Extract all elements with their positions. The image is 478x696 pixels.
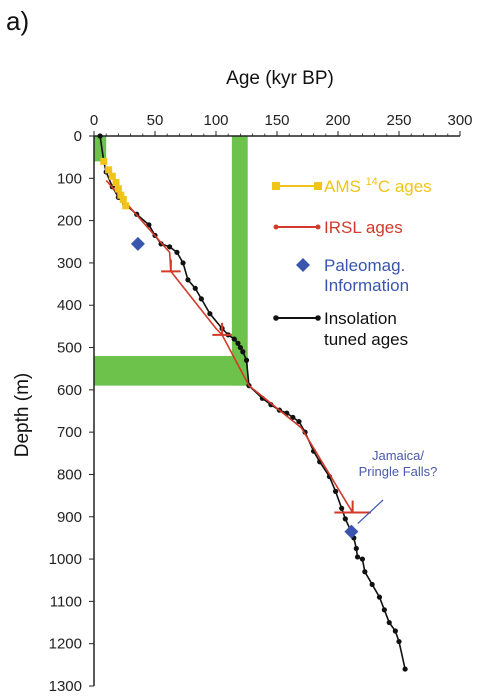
y-tick-label-9: 900 <box>57 509 82 526</box>
legend-irsl-marker-left <box>273 224 279 230</box>
ams-point-5 <box>117 191 125 199</box>
x-tick-label-1: 50 <box>147 112 164 129</box>
insolation-point-22 <box>240 349 246 355</box>
highlight-bands <box>94 136 248 386</box>
insolation-point-19 <box>231 336 237 342</box>
ams-point-3 <box>112 179 120 187</box>
y-tick-label-0: 0 <box>74 128 82 145</box>
legend-irsl-marker-right <box>315 224 321 230</box>
insolation-line <box>99 135 406 670</box>
insolation-point-30 <box>296 418 302 425</box>
y-tick-label-3: 300 <box>57 255 82 272</box>
ams-point-4 <box>114 185 122 193</box>
legend-ams-marker-left <box>272 182 280 190</box>
insolation-point-14 <box>192 285 198 291</box>
legend-insolation-marker-right <box>315 315 321 321</box>
panel-label: a) <box>6 6 29 36</box>
insolation-point-23 <box>243 357 250 363</box>
insolation-point-40 <box>353 545 359 552</box>
x-tick-label-0: 0 <box>90 112 98 129</box>
insolation-point-48 <box>392 628 398 634</box>
insolation-point-20 <box>235 340 241 346</box>
legend-paleomag-label-2: Information <box>324 276 409 295</box>
insolation-point-41 <box>354 554 361 560</box>
insolation-point-29 <box>290 414 296 420</box>
y-tick-label-7: 700 <box>57 424 82 441</box>
insolation-point-35 <box>332 488 339 494</box>
insolation-point-47 <box>386 619 392 626</box>
ams-point-6 <box>119 195 127 203</box>
insolation-point-37 <box>342 516 348 522</box>
insolation-point-42 <box>359 556 365 562</box>
legend-insolation-label-2: tuned ages <box>324 330 408 349</box>
x-tick-label-5: 250 <box>386 112 411 129</box>
ams-point-7 <box>122 202 130 210</box>
insolation-point-50 <box>402 666 408 672</box>
band-horizontal-1 <box>94 356 248 386</box>
paleomag-point-1 <box>344 524 359 539</box>
legend-ams-marker-right <box>314 182 322 190</box>
annotation-arrow <box>357 499 384 525</box>
x-tick-label-6: 300 <box>447 112 472 129</box>
insolation-point-0 <box>97 133 103 139</box>
insolation-point-13 <box>185 277 191 283</box>
annotation-line-1: Pringle Falls? <box>359 464 438 479</box>
legend-paleomag-marker <box>296 258 310 272</box>
insolation-point-36 <box>339 505 345 511</box>
y-tick-label-1: 100 <box>57 170 82 187</box>
insolation-point-46 <box>381 607 387 613</box>
insolation-point-7 <box>146 222 152 228</box>
y-axis-label: Depth (m) <box>12 373 33 457</box>
irsl-line <box>105 179 354 513</box>
legend: AMS 14C ages IRSL ages Paleomag.Informatio… <box>272 176 432 349</box>
paleomag-point-0 <box>130 236 145 251</box>
x-tick-label-2: 100 <box>203 112 228 129</box>
insolation-point-21 <box>237 344 243 351</box>
axes: 0 50 100 150 200 250 300 0 100 200 300 400 500 600 700… <box>49 112 473 695</box>
y-tick-label-10: 1000 <box>49 551 82 568</box>
annotations: Jamaica/Pringle Falls? <box>357 448 438 525</box>
insolation-point-43 <box>362 569 368 575</box>
insolation-point-15 <box>198 296 204 302</box>
y-tick-label-4: 400 <box>57 297 82 314</box>
y-tick-label-11: 1100 <box>50 593 82 610</box>
ams-point-2 <box>108 172 116 180</box>
insolation-point-45 <box>376 594 383 600</box>
x-tick-label-4: 200 <box>325 112 350 129</box>
legend-paleomag-label: Paleomag. <box>324 256 405 275</box>
band-vertical-0 <box>231 136 248 386</box>
y-tick-label-6: 600 <box>57 382 82 399</box>
legend-ams-label: AMS 14C ages <box>324 176 432 196</box>
insolation-point-49 <box>396 638 402 645</box>
insolation-point-10 <box>167 244 173 250</box>
legend-irsl-label: IRSL ages <box>324 218 403 237</box>
insolation-point-44 <box>369 581 375 588</box>
insolation-point-16 <box>207 311 213 317</box>
legend-insolation-marker-left <box>273 315 279 321</box>
y-tick-label-2: 200 <box>57 213 82 230</box>
legend-insolation-label: Insolation <box>324 309 397 328</box>
y-tick-label-13: 1300 <box>49 678 82 695</box>
x-tick-label-3: 150 <box>264 112 289 129</box>
ams-point-0 <box>100 157 108 165</box>
ams-point-1 <box>105 166 113 174</box>
y-tick-label-8: 800 <box>57 466 82 483</box>
y-tick-label-5: 500 <box>57 340 82 357</box>
insolation-point-11 <box>174 249 180 255</box>
y-tick-label-12: 1200 <box>49 636 82 653</box>
data-series <box>97 133 408 672</box>
insolation-point-12 <box>180 260 186 266</box>
x-axis-label: Age (kyr BP) <box>226 68 334 89</box>
annotation-line-0: Jamaica/ <box>372 448 424 463</box>
